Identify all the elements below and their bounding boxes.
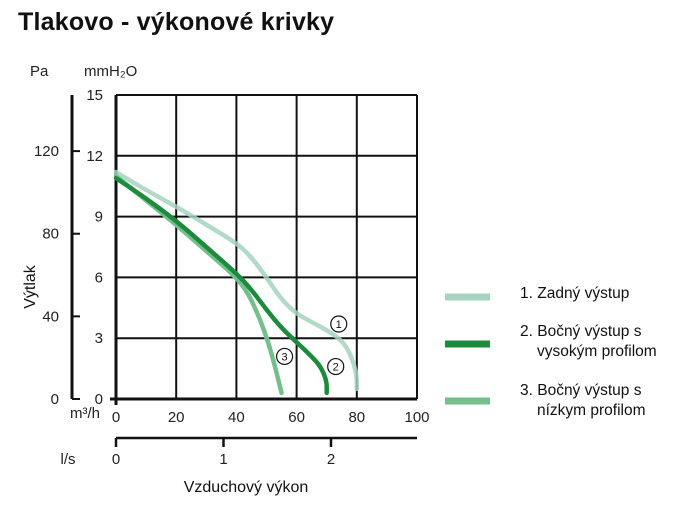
- pa-unit-label: Pa: [30, 63, 49, 80]
- ls-tick-label: 0: [112, 451, 120, 468]
- series-marker-circle-3: [275, 347, 294, 366]
- x-tick-label: 80: [348, 409, 365, 426]
- ls-tick-label: 1: [219, 451, 227, 468]
- series-marker-circle-2: [327, 357, 345, 376]
- pa-tick-label: 120: [34, 143, 59, 160]
- y-tick-label: 15: [86, 87, 103, 104]
- ls-unit-label: l/s: [61, 451, 76, 468]
- pa-tick-label: 40: [42, 308, 59, 325]
- x-tick-label: 0: [112, 409, 120, 426]
- mmh2o-unit-label: mmH₂O: [84, 63, 137, 80]
- x-axis-title: Vzduchový výkon: [184, 479, 309, 496]
- series-marker-label-1: 1: [336, 319, 342, 331]
- y-tick-label: 9: [95, 209, 103, 226]
- legend-label-3: 3. Bočný výstup s nízkym profilom: [520, 382, 646, 419]
- chart-title: Tlakovo - výkonové krivky: [18, 8, 335, 36]
- series-line-2: [113, 175, 329, 396]
- y-tick-label: 3: [95, 330, 103, 347]
- pa-tick-label: 0: [51, 391, 59, 408]
- pa-tick-label: 80: [42, 226, 59, 243]
- y-tick-label: 6: [95, 269, 103, 286]
- ls-tick-label: 2: [327, 451, 335, 468]
- series-line-1: [113, 169, 360, 392]
- legend-label-1: 1. Zadný výstup: [520, 285, 630, 302]
- y-axis-title: Výtlak: [22, 264, 39, 309]
- series-marker-label-2: 2: [333, 362, 339, 374]
- y-tick-label: 12: [86, 148, 103, 165]
- y-tick-label: 0: [95, 391, 103, 408]
- x-tick-label: 100: [404, 409, 429, 426]
- m3h-unit-label: m³/h: [70, 405, 100, 422]
- series-line-3: [113, 173, 284, 396]
- x-tick-label: 60: [288, 409, 305, 426]
- series-marker-label-3: 3: [281, 351, 287, 363]
- legend-label-2: 2. Bočný výstup s vysokým profilom: [520, 323, 657, 360]
- series-marker-circle-1: [330, 315, 348, 333]
- x-tick-label: 20: [168, 409, 185, 426]
- x-tick-label: 40: [228, 409, 245, 426]
